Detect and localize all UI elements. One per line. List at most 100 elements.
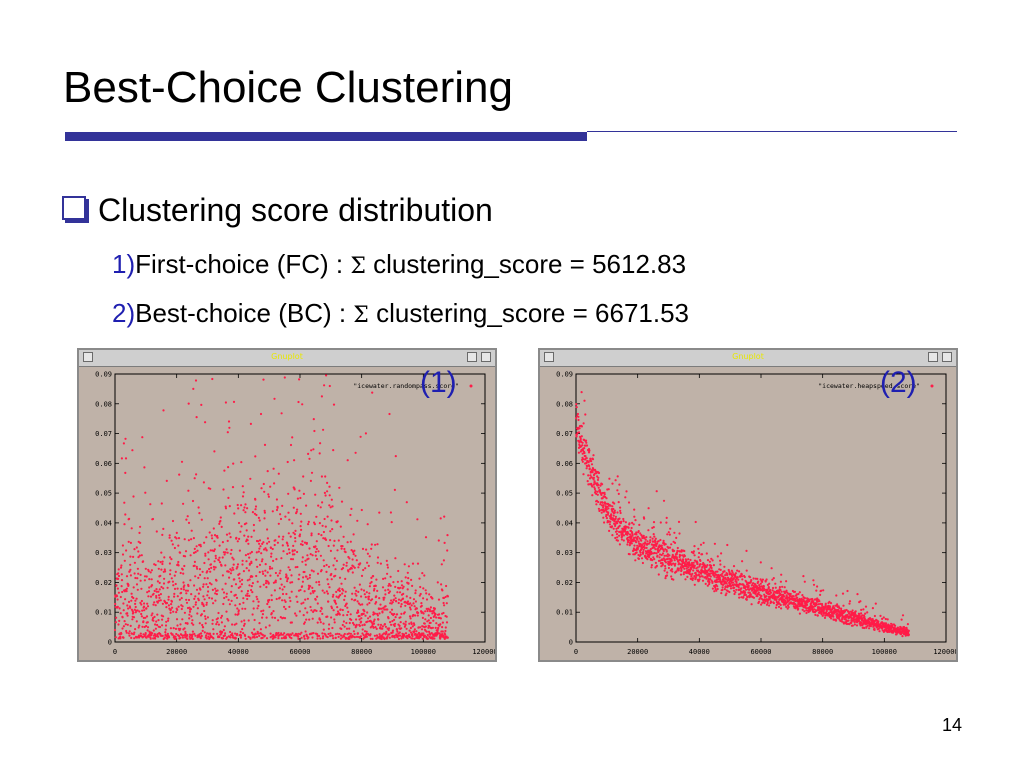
data-point [403,634,406,637]
data-point [212,602,215,605]
maximize-icon[interactable] [481,352,491,362]
data-point [302,475,305,478]
data-point [735,581,738,584]
data-point [274,579,277,582]
data-point [592,476,595,479]
data-point [720,592,723,595]
data-point [337,635,340,638]
data-point [398,631,401,634]
data-point [778,590,781,593]
data-point [211,537,214,540]
data-point [168,536,171,539]
data-point [300,520,303,523]
data-point [295,510,298,513]
data-point [158,596,161,599]
data-point [303,590,306,593]
data-point [135,546,138,549]
data-point [242,601,245,604]
data-point [214,599,217,602]
data-point [116,598,119,601]
data-point [438,632,441,635]
data-point [181,634,184,637]
maximize-icon[interactable] [942,352,952,362]
data-point [213,540,216,543]
data-point [812,583,816,586]
data-point [426,609,429,613]
data-point [245,560,248,563]
data-point [805,603,808,606]
data-point [230,590,233,593]
data-point [683,567,686,570]
data-point [649,539,652,542]
data-point [355,635,359,638]
data-point [240,504,243,507]
data-point [437,626,440,629]
data-point [402,592,405,595]
data-point [783,586,786,589]
data-point [756,595,759,598]
data-point [393,624,396,628]
minimize-icon[interactable] [467,352,477,362]
data-point [602,504,605,507]
data-point [362,634,365,637]
data-point [763,601,766,605]
data-point [264,574,267,577]
data-point [299,512,302,515]
data-point [208,567,211,571]
data-point [290,574,293,577]
data-point [180,587,183,590]
gnuplot-window-title: Gnuplot [732,352,764,361]
data-point [779,603,782,607]
data-point [343,595,347,598]
data-point [125,587,128,590]
data-point [381,627,384,630]
data-point [583,399,586,402]
data-point [353,586,356,589]
data-point [405,501,408,504]
data-point [147,570,150,573]
data-point [171,543,174,546]
data-point [239,636,242,639]
data-point [444,626,447,629]
data-point [579,438,582,441]
data-point [904,634,907,637]
data-point [156,623,159,627]
window-menu-icon[interactable] [544,352,554,362]
minimize-icon[interactable] [928,352,938,362]
data-point [409,631,413,634]
y-tick-label: 0.01 [556,609,573,617]
data-point [640,539,643,542]
data-point [664,564,667,568]
data-point [156,601,159,604]
data-point [399,621,402,624]
data-point [223,634,226,637]
data-point [197,599,200,602]
data-point [774,595,777,598]
data-point [322,428,325,431]
data-point [168,580,171,583]
data-point [692,550,695,553]
data-point [383,637,386,641]
data-point [214,557,217,560]
data-point [779,580,782,583]
data-point [385,637,388,640]
data-point [148,578,151,581]
data-point [429,606,432,609]
data-point [280,637,283,640]
data-point [164,570,167,573]
data-point [630,526,633,530]
data-point [404,632,408,635]
data-point [204,421,207,424]
data-point [136,567,139,570]
data-point [654,548,657,551]
data-point [314,598,317,601]
data-point [616,522,619,525]
window-menu-icon[interactable] [83,352,93,362]
data-point [221,588,224,591]
data-point [319,621,322,624]
data-point [394,622,397,625]
data-point [342,620,345,623]
data-point [294,566,297,569]
data-point [115,595,119,598]
